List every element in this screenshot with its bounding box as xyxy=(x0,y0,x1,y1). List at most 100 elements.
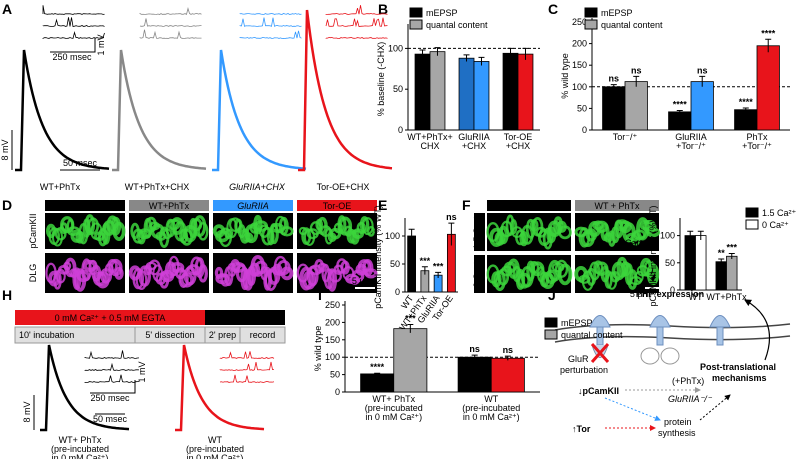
mini-trace xyxy=(84,350,140,359)
bar xyxy=(756,45,780,131)
epsp-trace xyxy=(212,49,307,172)
error-bar xyxy=(504,355,511,361)
label: 5' dissection xyxy=(145,330,194,340)
mini-trace xyxy=(239,13,302,15)
x-tick-label: +Tor⁻/⁺ xyxy=(742,141,772,151)
x-tick-label: in 0 mM Ca²⁺) xyxy=(365,412,422,422)
bar xyxy=(457,356,492,393)
bar xyxy=(393,328,428,393)
error-bar xyxy=(407,323,414,333)
label: 5 μm xyxy=(352,276,372,286)
label: (pre-incubated xyxy=(186,444,244,454)
label: perturbation xyxy=(560,365,608,375)
y-tick-label: 50 xyxy=(665,258,675,268)
label: Tor-OE+CHX xyxy=(317,182,370,192)
synapse-stain xyxy=(178,269,189,288)
x-tick-label: WT+PhTx+ xyxy=(407,132,453,142)
error-bar xyxy=(421,266,428,275)
y-tick-label: 150 xyxy=(325,335,340,345)
synapse-stain xyxy=(273,255,288,276)
significance-label: ** xyxy=(718,248,726,258)
error-bar xyxy=(507,47,514,59)
error-bar xyxy=(687,230,694,240)
x-tick-label: GluRIIA xyxy=(675,132,707,142)
significance-label: ns xyxy=(631,65,642,75)
significance-label: **** xyxy=(370,362,385,372)
label: in 0 mM Ca²⁺) xyxy=(187,453,244,459)
label: record xyxy=(250,330,276,340)
error-bar xyxy=(448,222,455,246)
legend-swatch xyxy=(745,207,759,218)
synapse-stain xyxy=(497,225,509,245)
label: H xyxy=(2,287,12,303)
y-tick-label: 100 xyxy=(388,43,403,53)
y-axis-label: % wild type xyxy=(313,326,323,372)
synapse-stain xyxy=(280,226,294,237)
bar xyxy=(517,53,534,131)
synapse-stain xyxy=(66,219,75,233)
y-tick-label: 150 xyxy=(572,60,587,70)
bar xyxy=(473,61,490,131)
label: (pre-incubated xyxy=(51,444,109,454)
label: E xyxy=(378,197,387,213)
protocol-bar xyxy=(15,310,205,325)
label: WT xyxy=(522,201,536,211)
legend-label: 0 Ca²⁺ xyxy=(762,220,789,230)
label: I xyxy=(318,287,322,303)
arrow xyxy=(604,397,661,421)
diagram-j xyxy=(554,299,791,431)
label: protein xyxy=(664,417,692,427)
bar xyxy=(684,235,696,291)
error-bar xyxy=(718,258,725,265)
legend-swatch xyxy=(544,329,558,340)
y-tick-label: 50 xyxy=(330,370,340,380)
label: Tor-OE xyxy=(323,201,352,211)
synapse-stain xyxy=(198,264,208,283)
bar xyxy=(715,261,727,291)
y-tick-label: 0 xyxy=(670,285,675,295)
label: Post-translational xyxy=(700,362,776,372)
mini-trace xyxy=(84,362,140,371)
synapse-stain xyxy=(168,255,180,277)
receptors xyxy=(589,315,731,346)
synapse-stain xyxy=(557,263,573,286)
significance-label: **** xyxy=(761,28,776,38)
significance-label: *** xyxy=(433,261,444,271)
y-tick-label: 250 xyxy=(572,17,587,27)
label: synthesis xyxy=(658,428,696,438)
legend-label: mEPSP xyxy=(601,8,633,18)
label: B xyxy=(378,1,388,17)
label: 2' prep xyxy=(209,330,236,340)
error-bar xyxy=(522,47,529,60)
error-bar xyxy=(676,110,683,114)
mini-trace xyxy=(239,17,302,27)
bar xyxy=(407,235,416,293)
label: WT xyxy=(78,201,92,211)
cross xyxy=(590,343,610,363)
epsp-trace xyxy=(298,9,393,172)
mini-trace xyxy=(139,18,202,27)
label: D xyxy=(2,197,12,213)
synapse-stain xyxy=(646,263,660,286)
legend-swatch xyxy=(584,7,598,18)
y-tick-label: 100 xyxy=(572,82,587,92)
bar xyxy=(695,235,707,291)
bar xyxy=(624,81,648,131)
condition-header xyxy=(487,200,571,211)
legend-swatch xyxy=(544,317,558,328)
error-bar xyxy=(742,107,749,112)
x-tick-label: PhTx xyxy=(746,132,768,142)
synapse-stain xyxy=(364,268,378,279)
label: WT+PhTx xyxy=(40,182,81,192)
label: WT+ PhTx xyxy=(59,435,102,445)
y-tick-label: 0 xyxy=(398,125,403,135)
significance-label: ns xyxy=(446,212,457,222)
label: WT + PhTx xyxy=(594,201,640,211)
significance-label: ns xyxy=(469,344,480,354)
synapse-stain xyxy=(87,217,100,235)
bar xyxy=(429,51,446,131)
ion xyxy=(660,347,680,365)
y-tick-label: 200 xyxy=(325,317,340,327)
bar xyxy=(502,52,519,131)
